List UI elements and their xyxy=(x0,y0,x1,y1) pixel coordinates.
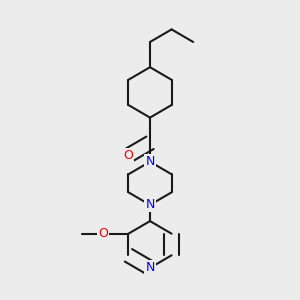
Text: N: N xyxy=(145,198,155,212)
Text: O: O xyxy=(124,149,133,162)
Text: N: N xyxy=(145,155,155,168)
Text: N: N xyxy=(145,261,155,274)
Text: O: O xyxy=(98,227,108,240)
